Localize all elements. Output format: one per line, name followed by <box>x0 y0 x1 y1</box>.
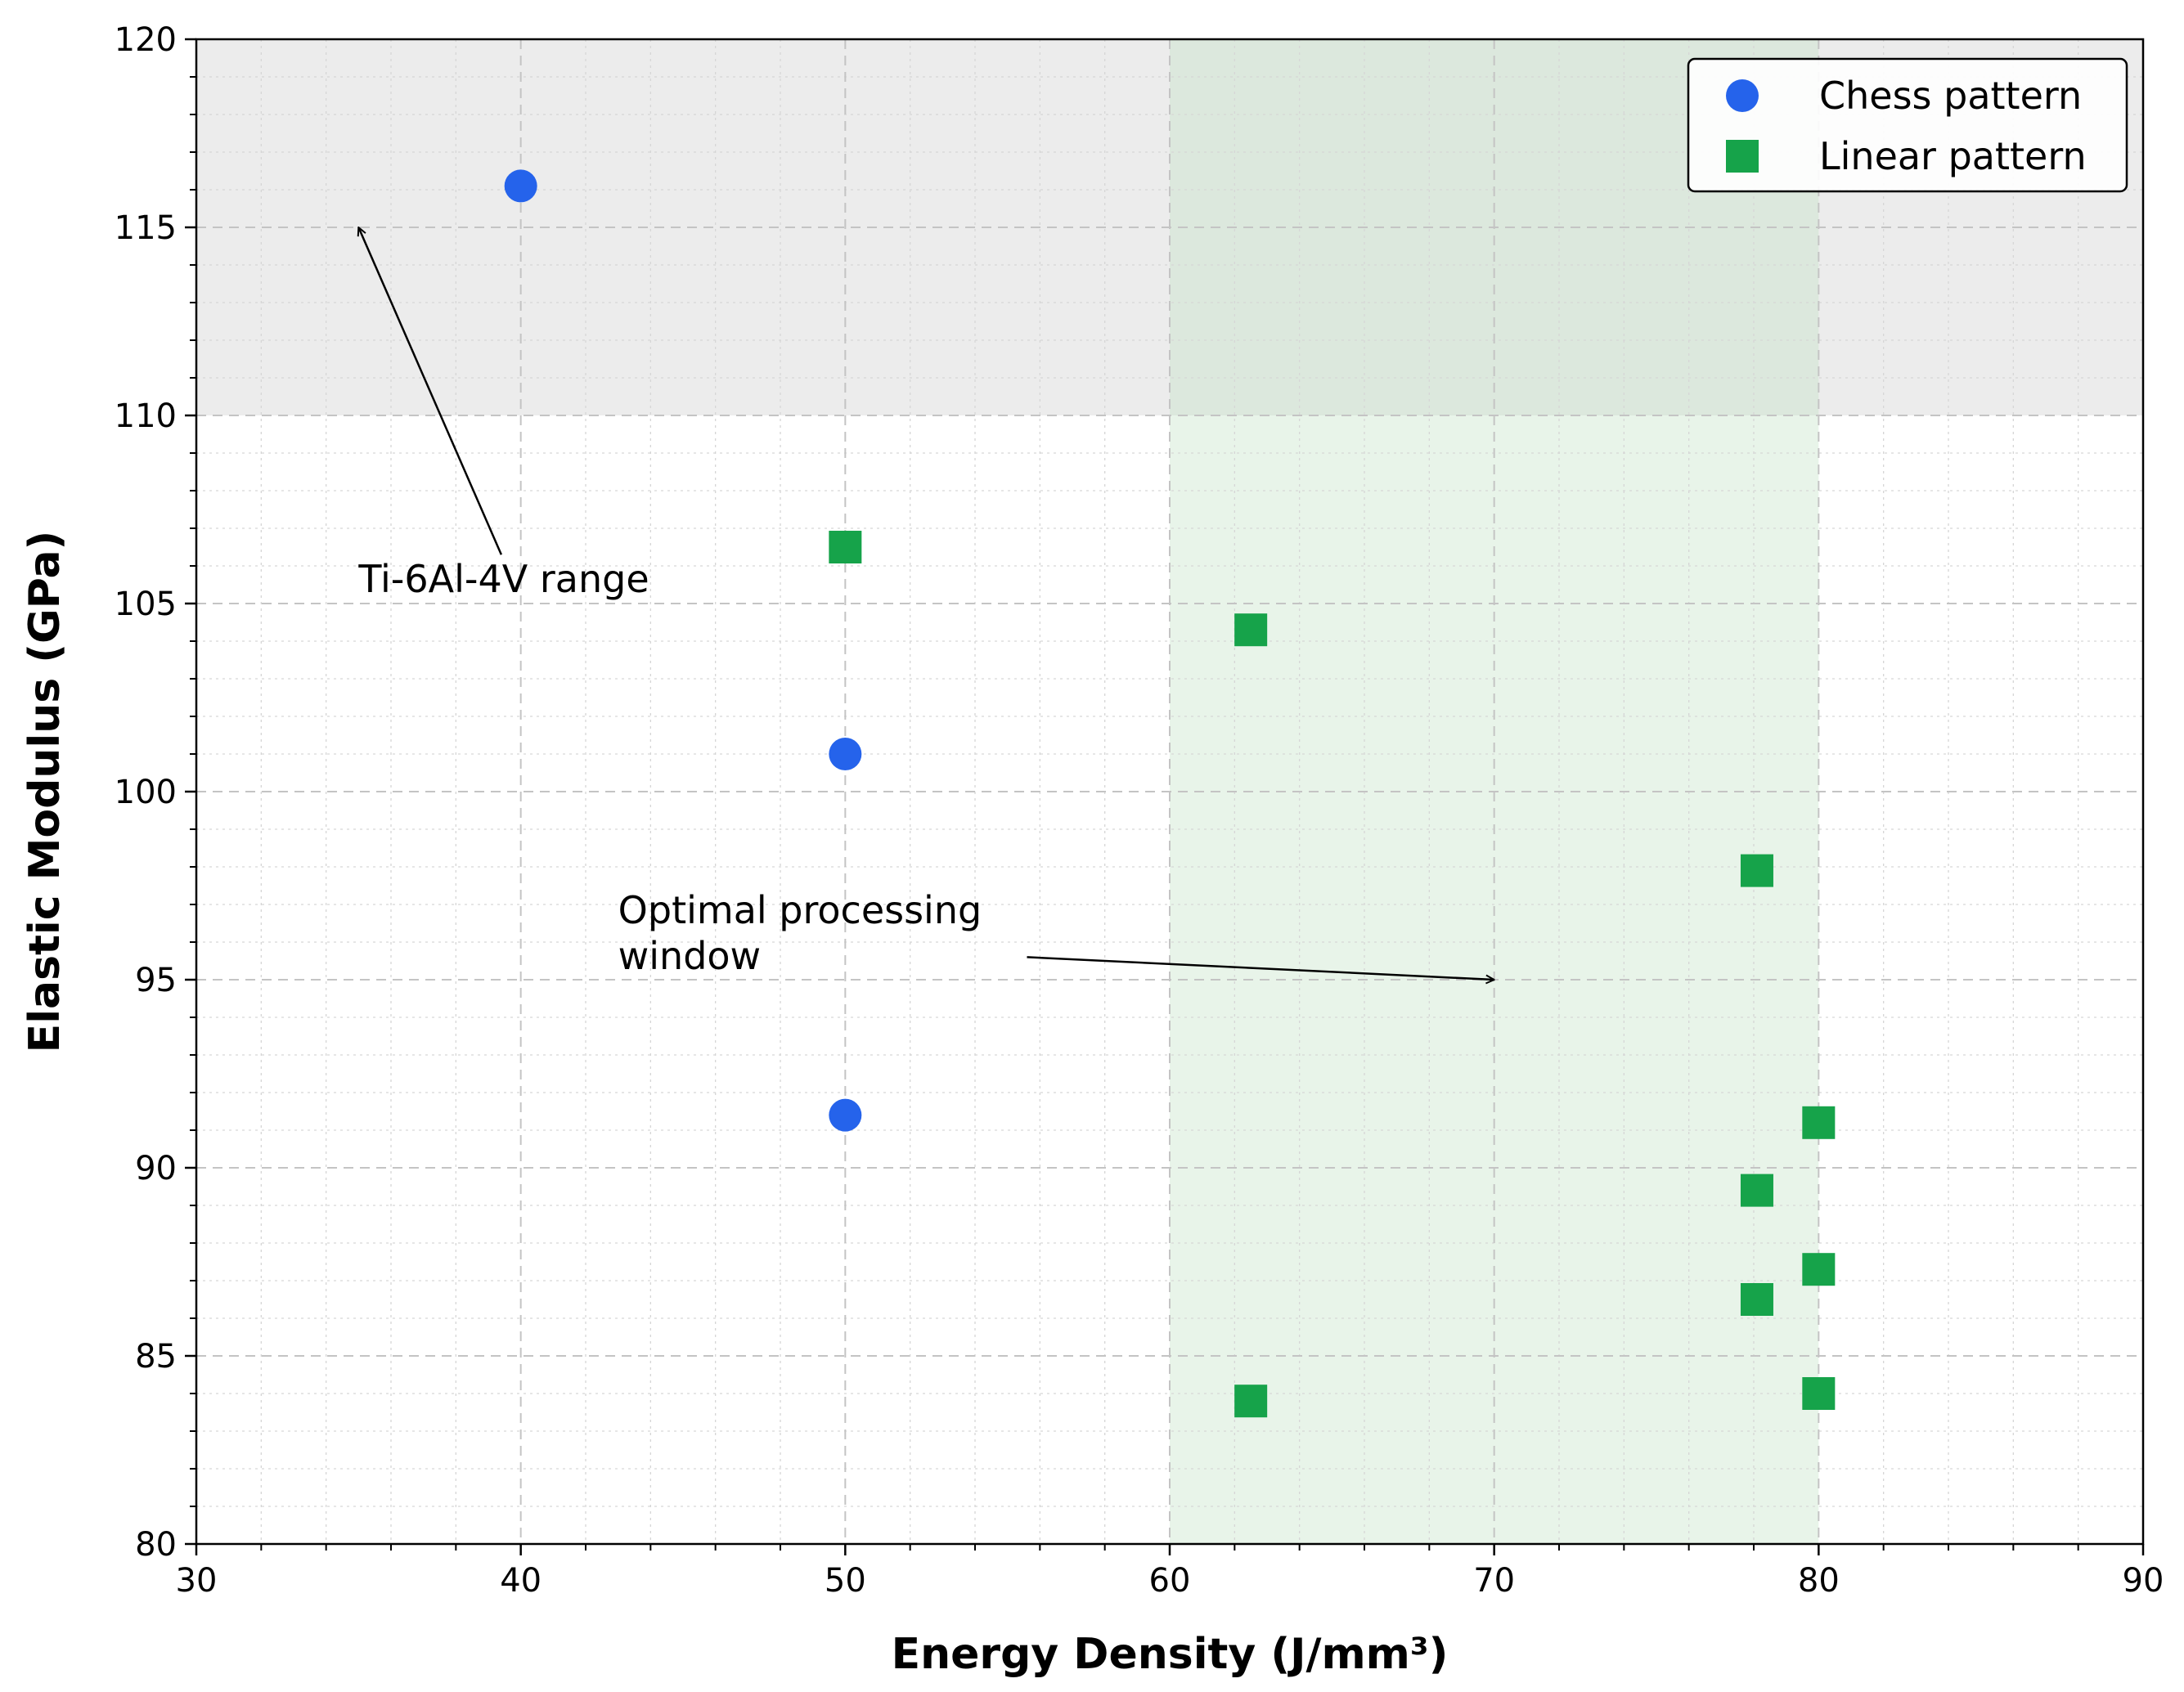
y-axis-title: Elastic Modulus (GPa) <box>20 531 70 1053</box>
x-axis-title: Energy Density (J/mm³) <box>892 1630 1449 1679</box>
chess-pattern-point <box>504 169 537 203</box>
chess-pattern-point <box>829 738 862 770</box>
x-tick-label: 50 <box>825 1562 866 1600</box>
x-tick-label: 70 <box>1473 1562 1515 1600</box>
annotation-text-1: Optimal processing window <box>618 888 982 978</box>
y-tick-label: 95 <box>135 962 177 999</box>
legend-marker-circle <box>1726 79 1759 112</box>
x-tick-label: 90 <box>2123 1562 2164 1600</box>
annotation-line: window <box>618 934 762 978</box>
annotation-text-0: Ti-6Al-4V range <box>357 557 649 601</box>
x-tick-label: 60 <box>1149 1562 1191 1600</box>
y-tick-label: 80 <box>135 1526 177 1564</box>
legend: Chess pattern Linear pattern <box>1687 57 2128 193</box>
x-tick-label: 30 <box>176 1562 218 1600</box>
annotation-arrow-0 <box>358 227 503 555</box>
y-tick-label: 115 <box>115 209 177 247</box>
linear-pattern-point <box>1802 1106 1836 1139</box>
y-tick-label: 85 <box>135 1338 177 1376</box>
x-tick-label: 80 <box>1798 1562 1840 1600</box>
linear-pattern-point <box>1234 1385 1268 1418</box>
annotation-line: Ti-6Al-4V range <box>357 557 649 601</box>
y-tick-label: 100 <box>115 774 177 811</box>
annotations: Ti-6Al-4V range Optimal processing window <box>357 227 1494 980</box>
y-tick-label: 90 <box>135 1150 177 1187</box>
legend-marker-square <box>1726 140 1759 173</box>
data-points <box>504 169 1836 1418</box>
legend-box <box>1687 57 2128 193</box>
y-tick-label: 120 <box>115 21 177 59</box>
annotation-line: Optimal processing <box>618 888 982 932</box>
linear-pattern-point <box>1740 1174 1773 1207</box>
linear-pattern-point <box>1234 613 1268 647</box>
legend-label: Linear pattern <box>1819 134 2087 178</box>
x-tick-label: 40 <box>500 1562 542 1600</box>
linear-pattern-point <box>829 531 862 563</box>
linear-pattern-point <box>1740 1283 1773 1316</box>
linear-pattern-point <box>1740 854 1773 887</box>
grid-lines <box>196 39 2143 1544</box>
annotation-arrow-1 <box>1027 956 1494 980</box>
linear-pattern-point <box>1802 1377 1836 1410</box>
y-tick-label: 105 <box>115 586 177 623</box>
linear-pattern-point <box>1802 1253 1836 1286</box>
axis-ticks: 30 40 50 60 70 80 90 80 85 90 95 100 105 110 115 120 <box>115 21 2164 1600</box>
y-tick-label: 110 <box>115 397 177 435</box>
legend-label: Chess pattern <box>1819 74 2082 118</box>
chess-pattern-point <box>829 1098 862 1132</box>
